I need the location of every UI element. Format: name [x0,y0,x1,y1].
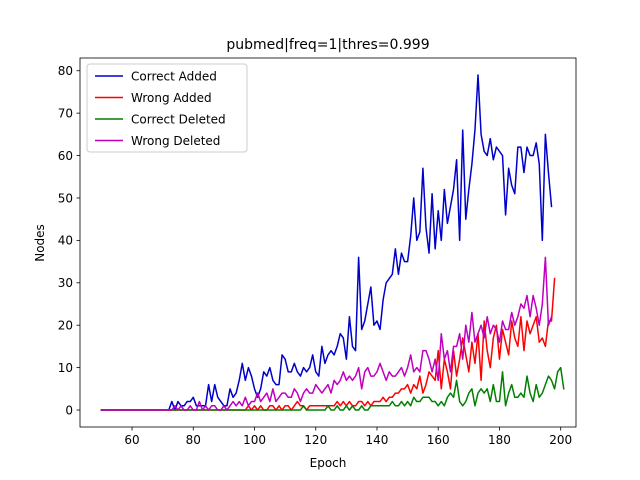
series-line-0 [100,74,553,411]
plot-frame [79,57,577,428]
legend-label: Wrong Deleted [131,134,220,148]
x-tick-label: 100 [243,433,266,447]
series-lines [100,74,565,411]
y-tick-label: 60 [58,149,73,163]
x-tick-label: 120 [304,433,327,447]
x-axis-label: Epoch [310,456,347,470]
axes: 60 80 100 120 140 160 180 200 0 10 20 30 40 50 60 70 80 [58,57,577,447]
legend-box [86,63,248,153]
y-tick-label: 0 [65,403,73,417]
plot-area [100,74,565,411]
y-tick-label: 50 [58,191,73,205]
series-line-3 [100,256,553,411]
legend-label: Correct Deleted [131,113,226,127]
x-tick-label: 60 [124,433,139,447]
y-tick-label: 20 [58,319,73,333]
legend-label: Wrong Added [131,91,212,105]
x-tick-label: 160 [427,433,450,447]
y-tick-label: 10 [58,361,73,375]
x-tick-label: 80 [186,433,201,447]
y-axis-label: Nodes [33,224,47,262]
y-tick-label: 40 [58,234,73,248]
x-tick-label: 140 [366,433,389,447]
y-tick-label: 80 [58,64,73,78]
x-tick-label: 200 [549,433,572,447]
legend-label: Correct Added [131,70,217,84]
legend: Correct Added Wrong Added Correct Deleted W… [86,63,248,153]
y-tick-label: 30 [58,276,73,290]
chart-title: pubmed|freq=1|thres=0.999 [226,37,429,53]
x-tick-label: 180 [488,433,511,447]
y-tick-label: 70 [58,106,73,120]
